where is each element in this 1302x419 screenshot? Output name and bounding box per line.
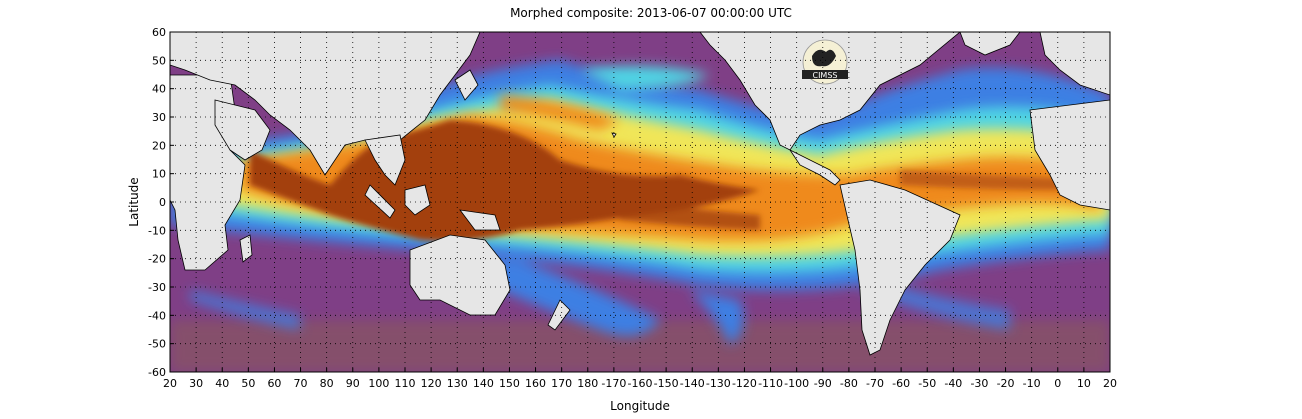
eurasia-landmass [170,32,481,176]
y-tick-label: 40 [152,83,166,96]
central-america-landmass [788,148,841,186]
x-tick-label: -130 [706,377,731,390]
y-tick-label: -10 [148,224,166,237]
x-tick-label: -160 [628,377,653,390]
arabia-landmass [214,99,271,161]
x-tick-label: 0 [1054,377,1061,390]
x-tick-label: 30 [189,377,203,390]
cimss-logo: CIMSS [802,39,848,85]
x-tick-label: 50 [241,377,255,390]
x-tick-label: 150 [499,377,520,390]
x-tick-label: -50 [918,377,936,390]
japan-landmass [454,69,479,101]
x-tick-label: -20 [997,377,1015,390]
x-axis-ticks: 20 30 40 50 60 70 80 90 100 110 120 130 140 150 160 170… [163,368,1117,390]
y-axis-ticks: 60 50 40 30 20 10 0 -10 -20 -30 -40 -50 -60 [148,26,174,379]
y-tick-label: 60 [152,26,166,39]
west-africa-landmass [1029,99,1110,211]
hawaii-landmass [611,132,617,138]
x-tick-label: 160 [525,377,546,390]
x-tick-label: -170 [601,377,626,390]
greenland-landmass [959,32,1021,56]
x-tick-label: 20 [1103,377,1117,390]
grid-lines [170,32,1110,372]
x-tick-label: -110 [758,377,783,390]
x-tick-label: 140 [473,377,494,390]
y-tick-label: 10 [152,168,166,181]
y-tick-label: 50 [152,54,166,67]
madagascar-landmass [239,234,253,263]
south-america-landmass [839,179,961,356]
x-tick-label: 130 [447,377,468,390]
x-tick-label: 110 [395,377,416,390]
x-tick-label: 20 [163,377,177,390]
x-tick-label: 60 [267,377,281,390]
x-tick-label: -10 [1023,377,1041,390]
x-tick-label: -120 [732,377,757,390]
y-tick-label: -60 [148,366,166,379]
y-tick-label: -40 [148,309,166,322]
y-tick-label: 30 [152,111,166,124]
x-tick-label: -90 [814,377,832,390]
x-tick-label: 40 [215,377,229,390]
new-zealand-landmass [547,299,571,331]
y-tick-label: 20 [152,139,166,152]
x-tick-label: -80 [840,377,858,390]
x-tick-label: 120 [421,377,442,390]
x-tick-label: 70 [294,377,308,390]
x-tick-label: -140 [680,377,705,390]
x-tick-label: 10 [1077,377,1091,390]
figure-title: Morphed composite: 2013-06-07 00:00:00 U… [510,6,792,20]
x-tick-label: 80 [320,377,334,390]
y-tick-label: -20 [148,253,166,266]
x-tick-label: -60 [892,377,910,390]
cimss-logo-text: CIMSS [812,71,837,80]
x-axis-label: Longitude [610,399,670,413]
y-tick-label: -30 [148,281,166,294]
sumatra-landmass [364,184,396,219]
indochina-landmass [364,134,406,186]
x-tick-label: -100 [784,377,809,390]
x-tick-label: 180 [577,377,598,390]
x-tick-label: -150 [654,377,679,390]
land-masses [170,32,1110,356]
north-america-landmass [699,32,961,151]
x-tick-label: 100 [368,377,389,390]
x-tick-label: -30 [970,377,988,390]
x-tick-label: -70 [866,377,884,390]
x-tick-label: 170 [551,377,572,390]
y-tick-label: 0 [159,196,166,209]
y-tick-label: -50 [148,338,166,351]
x-tick-label: 90 [346,377,360,390]
x-tick-label: -40 [944,377,962,390]
